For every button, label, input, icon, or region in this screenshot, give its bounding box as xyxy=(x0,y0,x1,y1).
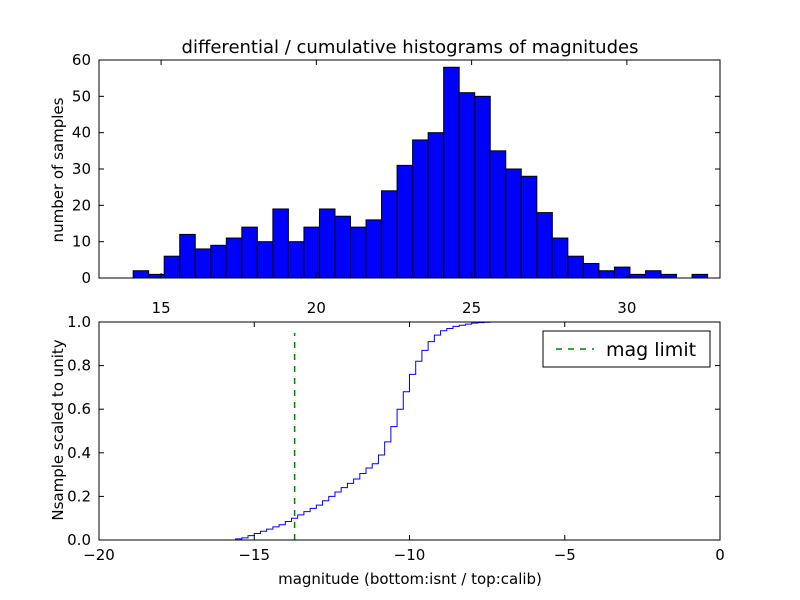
cumulative-chart: magnitude (bottom:isnt / top:calib) Nsam… xyxy=(49,313,725,588)
top-ytick-label: 60 xyxy=(72,51,91,69)
histogram-bar xyxy=(660,273,678,279)
histogram-bar xyxy=(334,215,352,279)
bottom-xlabel: magnitude (bottom:isnt / top:calib) xyxy=(278,570,542,588)
histogram-bar xyxy=(396,164,414,279)
top-ytick-label: 40 xyxy=(72,124,91,142)
histogram-bar xyxy=(287,241,305,279)
histogram-bar xyxy=(551,237,569,279)
top-xtick-label: 30 xyxy=(617,299,636,317)
histogram-bar xyxy=(179,233,196,279)
histogram-bar xyxy=(225,237,243,279)
top-ylabel: number of samples xyxy=(49,97,67,242)
histogram-bar xyxy=(644,270,662,279)
histogram-bar xyxy=(381,190,398,279)
histogram-bar xyxy=(629,273,646,279)
bottom-xtick-label: −15 xyxy=(238,546,270,564)
bottom-ytick-label: 0.8 xyxy=(67,357,91,375)
bottom-axis-ticks: −20 −15 −10 −5 0 0.0 0.2 0.4 0.6 0.8 1.0 xyxy=(67,313,725,564)
top-xtick-label: 25 xyxy=(462,299,481,317)
histogram-bar xyxy=(163,255,181,279)
top-plot-frame xyxy=(98,59,721,279)
histogram-chart: differential / cumulative histograms of … xyxy=(49,37,721,317)
legend: mag limit xyxy=(542,330,711,368)
bottom-ytick-label: 1.0 xyxy=(67,313,91,331)
top-ytick-label: 10 xyxy=(72,233,91,251)
histogram-bar xyxy=(505,168,522,279)
histogram-bar xyxy=(536,212,553,279)
bottom-xtick-label: −10 xyxy=(394,546,426,564)
histogram-bar xyxy=(350,226,367,279)
histogram-bar xyxy=(241,226,258,279)
bottom-xtick-label: 0 xyxy=(715,546,725,564)
bottom-xtick-label: −20 xyxy=(83,546,115,564)
histogram-bar xyxy=(194,248,212,279)
bottom-ytick-label: 0.2 xyxy=(67,487,91,505)
bottom-ytick-label: 0.6 xyxy=(67,400,91,418)
histogram-bar xyxy=(598,270,615,279)
cumulative-step-line xyxy=(99,321,720,541)
top-chart-title: differential / cumulative histograms of … xyxy=(182,37,639,58)
histogram-bar xyxy=(567,255,584,279)
cumulative-series xyxy=(99,321,720,541)
histogram-bar xyxy=(132,270,150,279)
top-axis-ticks: 15 20 25 30 0 10 20 30 40 50 60 xyxy=(72,51,720,317)
top-ytick-label: 30 xyxy=(72,160,91,178)
histogram-bar xyxy=(613,266,631,279)
histogram-bar xyxy=(303,226,320,279)
bottom-ylabel: Nsample scaled to unity xyxy=(49,339,67,520)
bottom-ytick-label: 0.0 xyxy=(67,531,91,549)
histogram-bar xyxy=(474,95,491,279)
histogram-bar xyxy=(427,132,445,279)
histogram-bar xyxy=(256,241,274,279)
histogram-bar xyxy=(210,244,227,279)
legend-entry-mag-limit: mag limit xyxy=(606,339,696,361)
top-xtick-label: 15 xyxy=(152,299,171,317)
histogram-bars xyxy=(132,66,709,279)
top-ytick-label: 0 xyxy=(81,269,91,287)
histogram-bar xyxy=(318,208,336,279)
histogram-bar xyxy=(520,175,538,279)
bottom-ytick-label: 0.4 xyxy=(67,444,91,462)
histogram-bar xyxy=(148,273,165,279)
histogram-bar xyxy=(443,66,460,279)
bottom-xtick-label: −5 xyxy=(554,546,576,564)
histogram-bar xyxy=(458,92,476,279)
histogram-bar xyxy=(412,139,429,279)
top-xtick-label: 20 xyxy=(307,299,326,317)
histogram-bar xyxy=(691,273,709,279)
bottom-plot-frame xyxy=(98,321,721,541)
histogram-bar xyxy=(582,262,600,279)
histogram-bar xyxy=(272,208,289,279)
histogram-bar xyxy=(365,219,383,279)
top-ytick-label: 20 xyxy=(72,196,91,214)
top-ytick-label: 50 xyxy=(72,87,91,105)
histogram-bar xyxy=(489,150,507,279)
